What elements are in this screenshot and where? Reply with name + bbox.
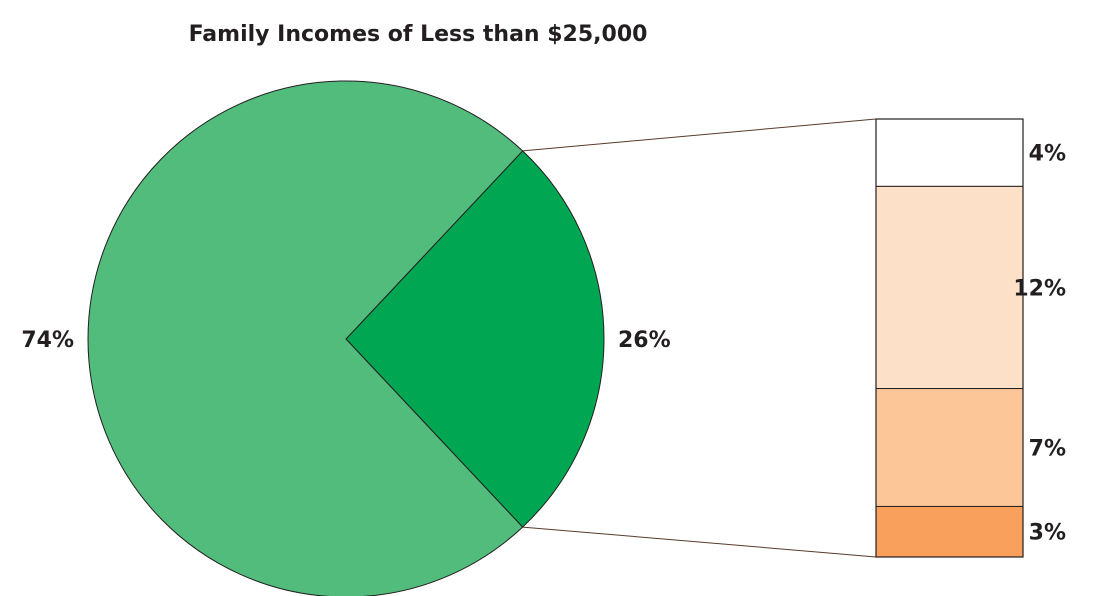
pie-slice-label: 74% [21,328,74,353]
pie-slice-26 [345,150,605,528]
connector-line-top [522,118,877,152]
connector-lines [522,118,877,558]
pie [87,80,605,596]
bar-segment-7 [875,388,1024,507]
bar-segment-label: 7% [1029,437,1066,462]
connector-line-bottom [522,526,877,558]
bar-segment-label: 4% [1029,142,1066,167]
stacked-bar [875,118,1024,558]
bar-segment-label: 3% [1029,521,1066,546]
bar-segment-3 [875,505,1024,558]
chart-title: Family Incomes of Less than $25,000 [189,22,648,47]
pie-slice-74 [87,80,524,596]
bar-outline [875,118,1024,558]
bar-segment-12 [875,185,1024,390]
pie-slice-label: 26% [618,328,671,353]
bar-segment-label: 12% [1013,276,1066,301]
bar-segment-4 [875,118,1024,187]
data-labels: 26% 74% 4% 12% 7% 3% [21,142,1066,546]
